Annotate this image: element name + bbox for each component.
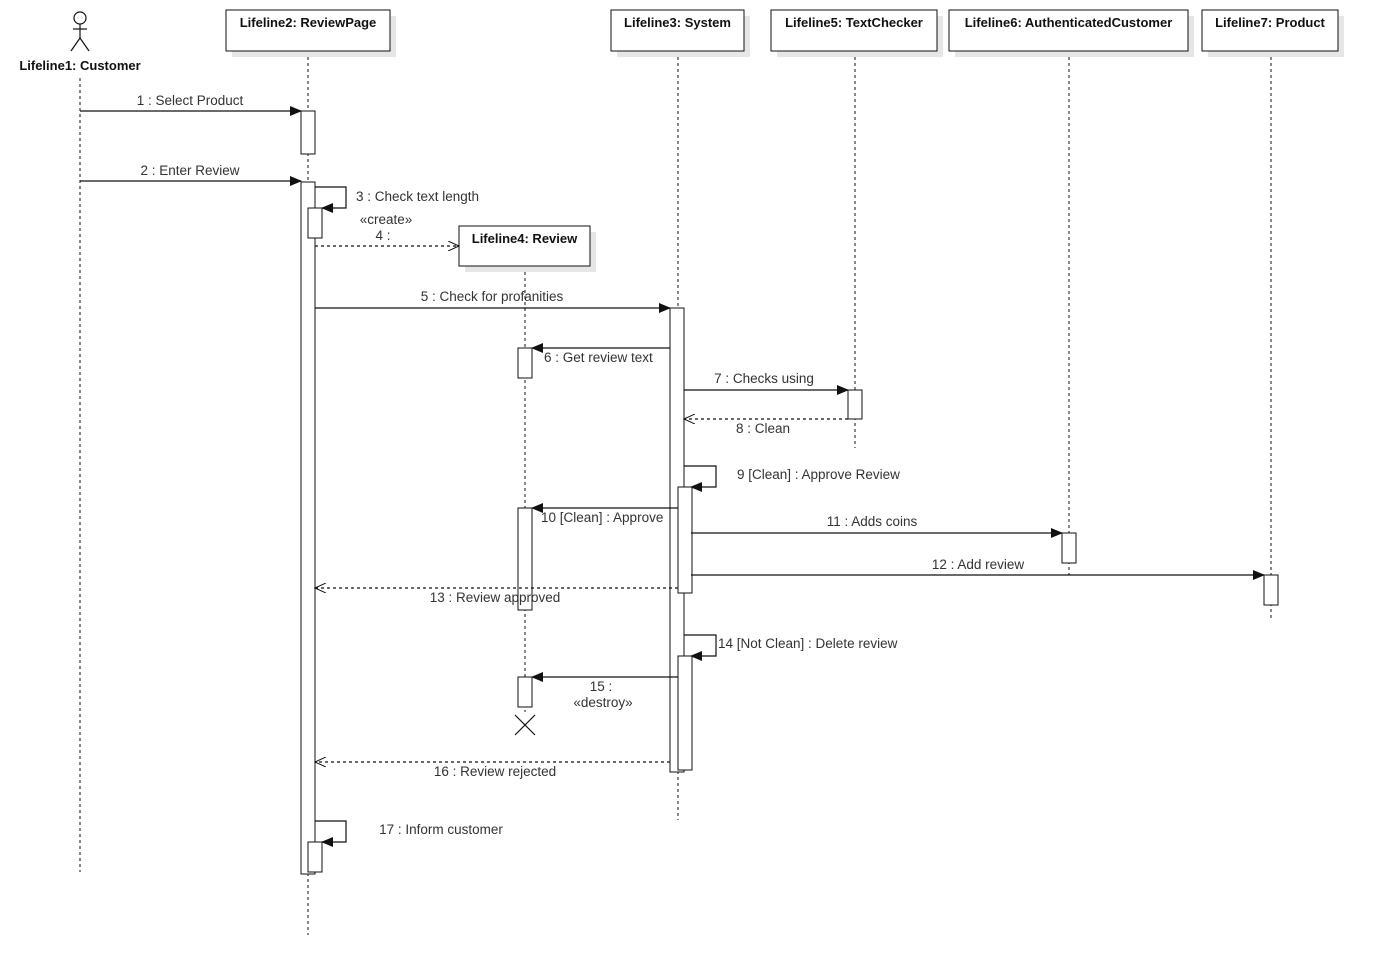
activation-bar (517, 347, 533, 379)
message-label: 12 : Add review (932, 557, 1025, 572)
lifeline-box (458, 225, 591, 267)
message-label: 16 : Review rejected (434, 764, 556, 779)
lifeline-l5: Lifeline5: TextChecker (770, 9, 943, 448)
destroy-x-stroke (514, 714, 536, 736)
message-11: 11 : Adds coins (691, 514, 1063, 538)
message-5: 5 : Check for profanities (315, 289, 671, 313)
message-8: 8 : Clean (684, 419, 848, 436)
message-14: 14 [Not Clean] : Delete review (684, 634, 898, 661)
destroy-x-icon (514, 714, 536, 736)
activation-bar (307, 841, 323, 873)
lifeline-title: Lifeline3: System (624, 15, 731, 30)
activation-bar (300, 181, 316, 875)
activation-bar (1061, 532, 1077, 564)
message-2: 2 : Enter Review (80, 163, 302, 186)
message-label: 13 : Review approved (430, 590, 561, 605)
lifeline-title: Lifeline6: AuthenticatedCustomer (965, 15, 1173, 30)
message-label: 5 : Check for profanities (421, 289, 564, 304)
lifeline-title: Lifeline5: TextChecker (785, 15, 923, 30)
activation-bar (517, 507, 533, 611)
message-9: 9 [Clean] : Approve Review (684, 465, 900, 492)
lifeline-l2: Lifeline2: ReviewPage (225, 9, 396, 935)
message-label: 8 : Clean (736, 421, 790, 436)
self-message-arrow (315, 186, 347, 213)
lifeline-box (1201, 9, 1339, 52)
message-label: 7 : Checks using (714, 371, 814, 386)
activation-bar (677, 486, 693, 594)
lifeline-title: Lifeline4: Review (472, 231, 578, 246)
message-label: 15 : (590, 679, 613, 694)
lifeline-box (770, 9, 938, 52)
message-1: 1 : Select Product (80, 93, 302, 116)
lifeline-l1: Lifeline1: Customer (19, 11, 141, 872)
activation-bar (517, 676, 533, 708)
activation-bar (300, 110, 316, 155)
activation-bar (1263, 574, 1279, 606)
actor-leg (70, 37, 81, 52)
activation-bar (847, 389, 863, 420)
message-label: 9 [Clean] : Approve Review (737, 467, 900, 482)
message-label: 2 : Enter Review (140, 163, 239, 178)
lifeline-box (610, 9, 745, 52)
message-label: 4 : (375, 228, 390, 243)
lifeline-box (225, 9, 391, 52)
message-label: 1 : Select Product (137, 93, 244, 108)
activation-bar (677, 655, 693, 771)
self-message-arrow (684, 465, 717, 492)
message-6: 6 : Get review text (531, 343, 670, 365)
message-stereotype: «destroy» (573, 695, 632, 710)
message-label: 11 : Adds coins (827, 514, 918, 529)
self-message-arrow (684, 634, 717, 661)
actor-head (73, 11, 87, 25)
lifeline-l4: Lifeline4: Review (458, 225, 596, 712)
self-message-arrow (315, 820, 347, 847)
lifeline-l7: Lifeline7: Product (1201, 9, 1344, 618)
message-16: 16 : Review rejected (315, 762, 670, 779)
message-label: 17 : Inform customer (379, 822, 503, 837)
lifeline-box (948, 9, 1189, 52)
actor-leg (79, 37, 90, 52)
message-4: 4 :«create» (315, 212, 459, 246)
message-17: 17 : Inform customer (315, 820, 503, 847)
message-label: 10 [Clean] : Approve (541, 510, 663, 525)
message-7: 7 : Checks using (684, 371, 849, 395)
lifeline-title: Lifeline1: Customer (19, 58, 140, 73)
message-label: 6 : Get review text (544, 350, 653, 365)
message-3: 3 : Check text length (315, 186, 479, 213)
message-12: 12 : Add review (691, 557, 1265, 580)
lifeline-title: Lifeline2: ReviewPage (240, 15, 377, 30)
activation-bar (307, 207, 323, 239)
actor-icon (70, 11, 90, 52)
message-label: 3 : Check text length (356, 189, 479, 204)
message-15: 15 :«destroy» (531, 672, 678, 710)
lifeline-title: Lifeline7: Product (1215, 15, 1325, 30)
message-label: 14 [Not Clean] : Delete review (718, 636, 898, 651)
message-stereotype: «create» (360, 212, 413, 227)
message-13: 13 : Review approved (315, 588, 678, 605)
message-10: 10 [Clean] : Approve (531, 503, 678, 525)
lifeline-l6: Lifeline6: AuthenticatedCustomer (948, 9, 1194, 575)
